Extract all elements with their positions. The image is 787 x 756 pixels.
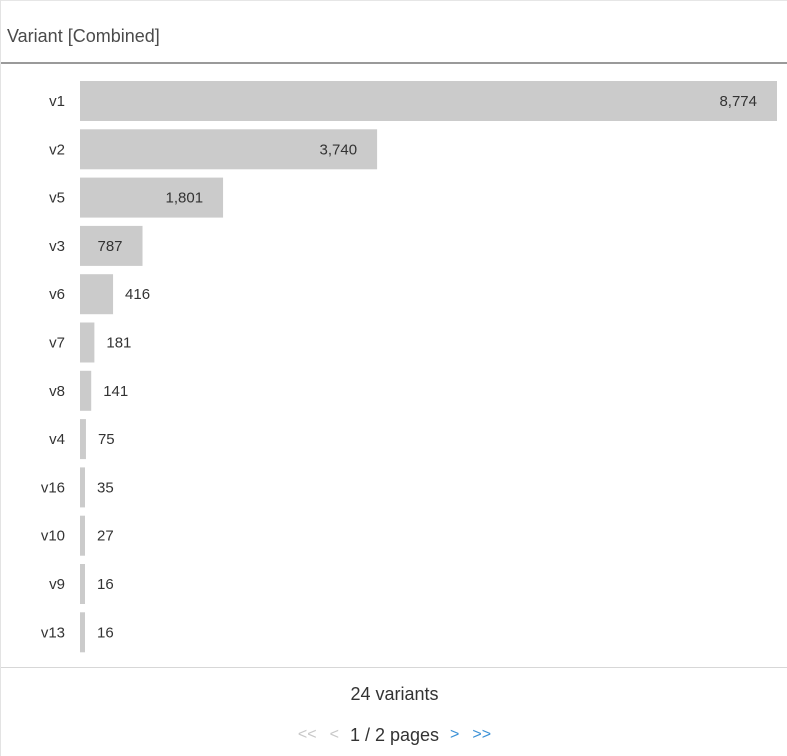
bar-v7[interactable] [80, 322, 95, 363]
bar-v8[interactable] [80, 370, 92, 411]
value-label-v6: 416 [125, 286, 150, 303]
value-label-v7: 181 [106, 335, 131, 352]
bar-v16[interactable] [80, 467, 85, 508]
category-label-v8: v8 [49, 383, 65, 400]
value-label-v10: 27 [97, 528, 114, 545]
value-label-v3: 787 [97, 238, 122, 255]
footer-divider [1, 667, 787, 668]
bar-v1[interactable] [80, 81, 777, 121]
category-label-v13: v13 [41, 624, 65, 641]
category-label-v4: v4 [49, 431, 65, 448]
bar-v10[interactable] [80, 515, 85, 556]
value-label-v13: 16 [97, 624, 114, 641]
previous-page-button[interactable]: < [329, 726, 339, 744]
bar-v6[interactable] [80, 274, 114, 315]
category-label-v10: v10 [41, 528, 65, 545]
bar-v5[interactable] [80, 177, 224, 218]
variant-bar-chart: v1 8,774 v2 3,740 v5 1,801 v3 787 v6 416 v7 181 v8 14… [41, 81, 777, 653]
value-label-v8: 141 [103, 383, 128, 400]
category-label-v2: v2 [49, 141, 65, 158]
pager: << < 1 / 2 pages > >> [1, 724, 787, 746]
category-label-v1: v1 [49, 93, 65, 110]
value-label-v2: 3,740 [320, 141, 358, 158]
category-label-v9: v9 [49, 576, 65, 593]
next-page-button[interactable]: > [450, 726, 460, 744]
category-label-v7: v7 [49, 335, 65, 352]
last-page-button[interactable]: >> [472, 726, 492, 744]
value-label-v16: 35 [97, 479, 114, 496]
page-status: 1 / 2 pages [349, 724, 440, 745]
value-label-v5: 1,801 [166, 190, 204, 207]
bar-v3[interactable] [80, 225, 143, 266]
pagination-footer: 24 variants << < 1 / 2 pages > >> [1, 668, 787, 756]
category-label-v5: v5 [49, 190, 65, 207]
panel-title: Variant [Combined] [7, 26, 160, 46]
value-label-v9: 16 [97, 576, 114, 593]
value-label-v4: 75 [98, 431, 115, 448]
bar-v4[interactable] [80, 419, 86, 460]
panel-header: Variant [Combined] [1, 0, 787, 64]
bar-v13[interactable] [80, 612, 85, 653]
value-label-v1: 8,774 [719, 93, 757, 110]
bar-v2[interactable] [80, 129, 378, 170]
variant-count: 24 variants [350, 684, 439, 704]
category-label-v6: v6 [49, 286, 65, 303]
first-page-button[interactable]: << [297, 726, 317, 744]
category-label-v3: v3 [49, 238, 65, 255]
category-label-v16: v16 [41, 479, 65, 496]
bar-v9[interactable] [80, 564, 85, 604]
